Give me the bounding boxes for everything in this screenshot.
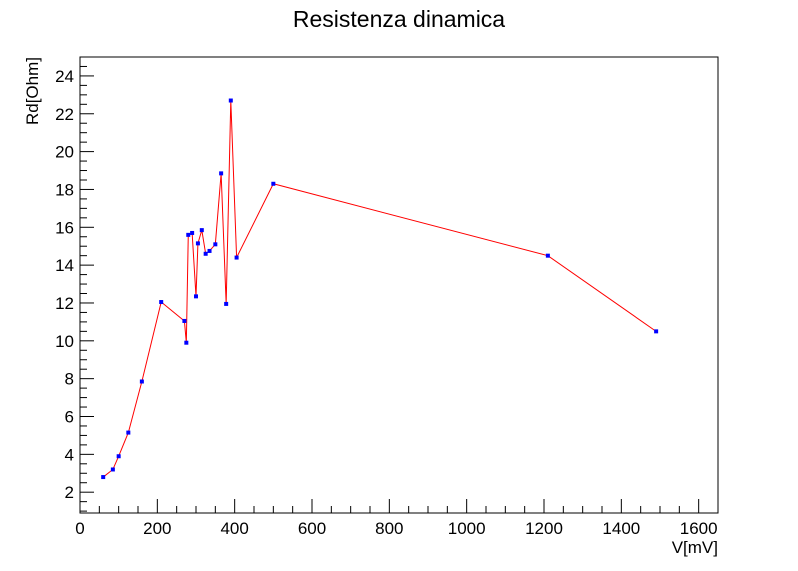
y-tick-label: 14 bbox=[55, 256, 74, 275]
plot-frame bbox=[79, 56, 719, 514]
y-tick-label: 24 bbox=[55, 67, 74, 86]
y-tick-label: 22 bbox=[55, 105, 74, 124]
x-tick-label: 1600 bbox=[680, 519, 718, 538]
data-point bbox=[126, 430, 131, 435]
data-point bbox=[190, 230, 195, 235]
y-tick-label: 20 bbox=[55, 143, 74, 162]
data-point bbox=[195, 241, 200, 246]
chart-title: Resistenza dinamica bbox=[292, 6, 506, 32]
x-tick-label: 1400 bbox=[602, 519, 640, 538]
data-point bbox=[207, 248, 212, 253]
data-point bbox=[545, 253, 550, 258]
data-point bbox=[184, 340, 189, 345]
series bbox=[101, 98, 659, 480]
y-tick-label: 8 bbox=[65, 370, 74, 389]
y-tick-label: 16 bbox=[55, 218, 74, 237]
series-line bbox=[102, 100, 657, 478]
data-point bbox=[110, 467, 115, 472]
data-point bbox=[203, 251, 208, 256]
data-point bbox=[182, 318, 187, 323]
data-point bbox=[116, 454, 121, 459]
data-point bbox=[234, 255, 239, 260]
y-tick-label: 4 bbox=[65, 445, 74, 464]
x-tick-label: 600 bbox=[298, 519, 326, 538]
data-point bbox=[159, 300, 164, 305]
x-tick-label: 200 bbox=[143, 519, 171, 538]
y-tick-label: 12 bbox=[55, 294, 74, 313]
data-point bbox=[194, 294, 198, 299]
data-point bbox=[101, 475, 106, 480]
y-tick-label: 10 bbox=[55, 332, 74, 351]
data-point bbox=[213, 242, 218, 247]
x-tick-label: 800 bbox=[375, 519, 403, 538]
data-point bbox=[199, 228, 204, 233]
data-point bbox=[219, 171, 224, 176]
data-point bbox=[271, 181, 276, 186]
y-tick-label: 2 bbox=[65, 483, 74, 502]
x-tick-label: 0 bbox=[75, 519, 84, 538]
x-tick-label: 1000 bbox=[448, 519, 486, 538]
x-axis-label: V[mV] bbox=[672, 538, 718, 557]
x-tick-label: 400 bbox=[220, 519, 248, 538]
x-tick-label: 1200 bbox=[525, 519, 563, 538]
y-tick-label: 18 bbox=[55, 180, 74, 199]
x-axis: 0 200 400 600 800 1000 1200 1400 1600 bbox=[75, 499, 719, 538]
data-point bbox=[228, 98, 233, 103]
data-point bbox=[654, 329, 659, 334]
data-point bbox=[224, 301, 229, 306]
data-point bbox=[139, 379, 144, 384]
y-axis-label: Rd[Ohm] bbox=[23, 57, 42, 125]
y-tick-label: 6 bbox=[65, 408, 74, 427]
data-point bbox=[186, 232, 191, 237]
